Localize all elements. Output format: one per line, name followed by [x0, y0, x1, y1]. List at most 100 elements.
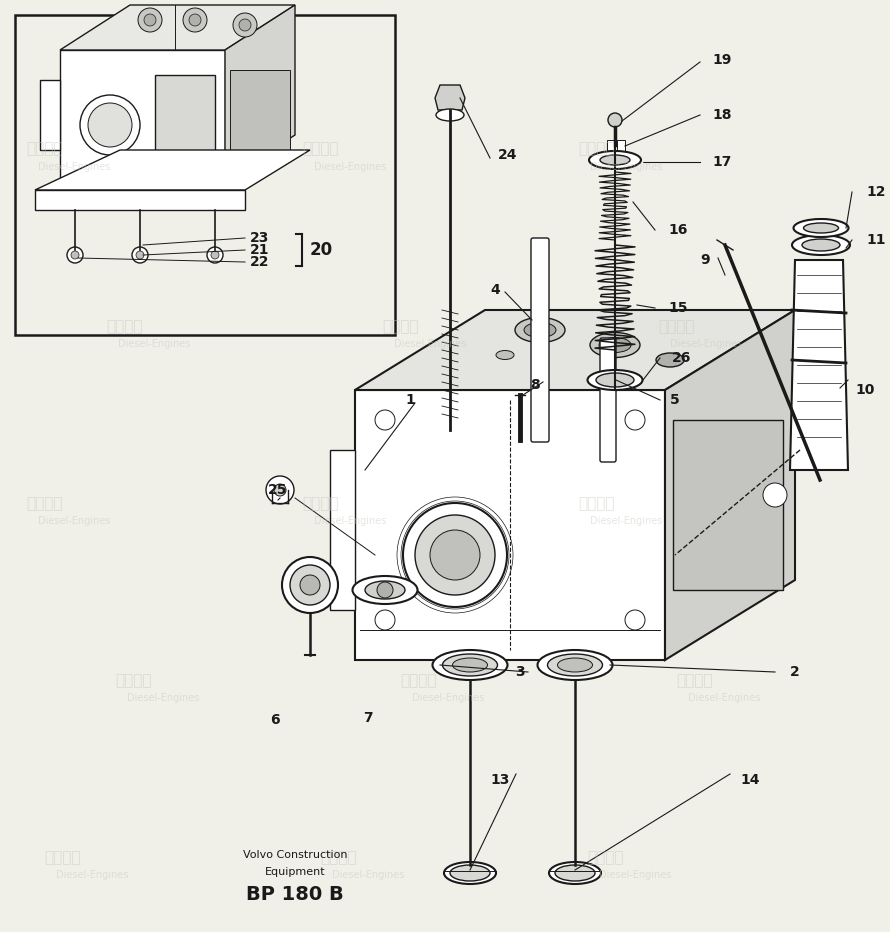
Text: Diesel-Engines: Diesel-Engines [127, 693, 199, 704]
Circle shape [211, 251, 219, 259]
Ellipse shape [589, 151, 641, 169]
Circle shape [282, 557, 338, 613]
Circle shape [375, 610, 395, 630]
Ellipse shape [547, 654, 603, 676]
Ellipse shape [804, 223, 838, 233]
Text: 21: 21 [250, 243, 270, 257]
Circle shape [189, 14, 201, 26]
Ellipse shape [444, 862, 496, 884]
Text: Equipment: Equipment [264, 867, 326, 877]
Text: 聚发动力: 聚发动力 [578, 496, 615, 511]
Text: 25: 25 [268, 483, 287, 497]
Text: 5: 5 [670, 393, 680, 407]
Text: 19: 19 [712, 53, 732, 67]
Text: 聚发动力: 聚发动力 [382, 319, 419, 334]
Bar [673, 420, 783, 590]
Ellipse shape [656, 353, 684, 367]
Text: 17: 17 [712, 155, 732, 169]
Text: 2: 2 [790, 665, 800, 679]
Text: 3: 3 [515, 665, 525, 679]
Circle shape [403, 503, 507, 607]
Text: 聚发动力: 聚发动力 [578, 142, 615, 157]
Circle shape [375, 410, 395, 430]
Ellipse shape [352, 576, 417, 604]
Text: 14: 14 [740, 773, 759, 787]
Text: 聚发动力: 聚发动力 [44, 850, 81, 865]
Bar [155, 75, 215, 155]
Text: Diesel-Engines: Diesel-Engines [314, 162, 386, 172]
Polygon shape [435, 85, 465, 110]
Polygon shape [35, 150, 310, 190]
Text: 聚发动力: 聚发动力 [26, 496, 63, 511]
Circle shape [71, 251, 79, 259]
Bar [230, 70, 290, 150]
Circle shape [625, 410, 645, 430]
Text: Diesel-Engines: Diesel-Engines [688, 693, 760, 704]
Text: BP 180 B: BP 180 B [247, 885, 344, 904]
Polygon shape [355, 390, 665, 660]
Bar [15, 15, 395, 335]
Ellipse shape [794, 219, 848, 237]
Text: Diesel-Engines: Diesel-Engines [118, 339, 190, 350]
Text: Diesel-Engines: Diesel-Engines [412, 693, 484, 704]
Circle shape [239, 19, 251, 31]
Text: 聚发动力: 聚发动力 [302, 142, 339, 157]
Ellipse shape [599, 337, 631, 352]
Text: 23: 23 [250, 231, 270, 245]
Text: 22: 22 [250, 255, 270, 269]
Circle shape [144, 14, 156, 26]
Ellipse shape [450, 865, 490, 881]
Circle shape [207, 247, 223, 263]
Ellipse shape [436, 109, 464, 121]
Ellipse shape [433, 650, 507, 680]
Bar [617, 140, 625, 152]
Ellipse shape [549, 862, 601, 884]
FancyBboxPatch shape [600, 338, 616, 462]
Text: 聚发动力: 聚发动力 [26, 142, 63, 157]
Circle shape [67, 247, 83, 263]
Polygon shape [330, 450, 355, 610]
Ellipse shape [452, 658, 488, 672]
Ellipse shape [496, 350, 514, 360]
Circle shape [625, 610, 645, 630]
Text: 16: 16 [668, 223, 687, 237]
Ellipse shape [538, 650, 612, 680]
Circle shape [430, 530, 480, 580]
Ellipse shape [515, 318, 565, 342]
Text: 聚发动力: 聚发动力 [115, 673, 152, 688]
Ellipse shape [555, 865, 595, 881]
Polygon shape [60, 5, 295, 50]
Text: Diesel-Engines: Diesel-Engines [599, 870, 671, 881]
Circle shape [233, 13, 257, 37]
Text: Diesel-Engines: Diesel-Engines [56, 870, 128, 881]
Polygon shape [225, 5, 295, 180]
Text: 8: 8 [530, 378, 540, 392]
Polygon shape [790, 260, 848, 470]
Circle shape [290, 565, 330, 605]
Circle shape [763, 483, 787, 507]
Ellipse shape [524, 322, 556, 337]
Text: 10: 10 [855, 383, 874, 397]
Ellipse shape [365, 581, 405, 599]
Text: Volvo Construction: Volvo Construction [243, 850, 347, 860]
Text: 26: 26 [672, 351, 692, 365]
Circle shape [80, 95, 140, 155]
Circle shape [377, 582, 393, 598]
Circle shape [608, 113, 622, 127]
Text: Diesel-Engines: Diesel-Engines [590, 516, 662, 527]
Circle shape [300, 575, 320, 595]
Ellipse shape [442, 654, 498, 676]
Polygon shape [40, 80, 60, 150]
Circle shape [136, 251, 144, 259]
Circle shape [183, 8, 207, 32]
Text: 7: 7 [363, 711, 373, 725]
Ellipse shape [802, 239, 840, 251]
Text: Diesel-Engines: Diesel-Engines [394, 339, 466, 350]
Polygon shape [60, 50, 225, 180]
Polygon shape [355, 310, 795, 390]
Text: 聚发动力: 聚发动力 [587, 850, 624, 865]
Text: Diesel-Engines: Diesel-Engines [38, 162, 110, 172]
Text: 15: 15 [668, 301, 687, 315]
Circle shape [132, 247, 148, 263]
Text: 1: 1 [405, 393, 415, 407]
